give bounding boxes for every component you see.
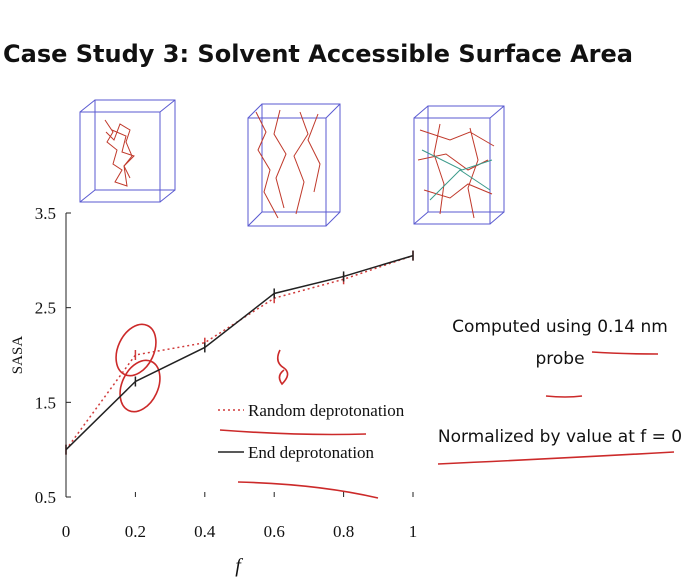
box-illustrations [80, 100, 504, 226]
x-tick-label: 0.8 [333, 522, 354, 541]
legend-label: Random deprotonation [248, 401, 405, 420]
box-1 [80, 100, 175, 202]
y-tick-label: 3.5 [35, 204, 56, 223]
slide-title: Case Study 3: Solvent Accessible Surface… [3, 40, 633, 68]
x-tick-label: 1 [409, 522, 418, 541]
x-tick-label: 0.6 [264, 522, 285, 541]
x-tick-label: 0 [62, 522, 71, 541]
annotation: probe [535, 349, 584, 369]
annotations: Computed using 0.14 nm probe Normalized … [438, 317, 682, 447]
y-tick-label: 2.5 [35, 299, 56, 318]
x-tick-label: 0.2 [125, 522, 146, 541]
x-tick-label: 0.4 [194, 522, 216, 541]
slide: Case Study 3: Solvent Accessible Surface… [0, 0, 694, 584]
y-tick-label: 0.5 [35, 488, 56, 507]
annotation: Normalized by value at f = 0 [438, 427, 682, 447]
page: {"chart_data": {"type": "line", "title":… [0, 0, 694, 584]
legend-label: End deprotonation [248, 443, 375, 462]
series-line [66, 256, 413, 450]
box-3 [414, 106, 504, 224]
annotation: Computed using 0.14 nm [452, 317, 668, 337]
box-2 [248, 104, 340, 226]
y-axis-label: SASA [10, 336, 26, 375]
y-tick-label: 1.5 [35, 393, 56, 412]
series-line [66, 256, 413, 450]
x-axis-label: f [235, 555, 243, 577]
